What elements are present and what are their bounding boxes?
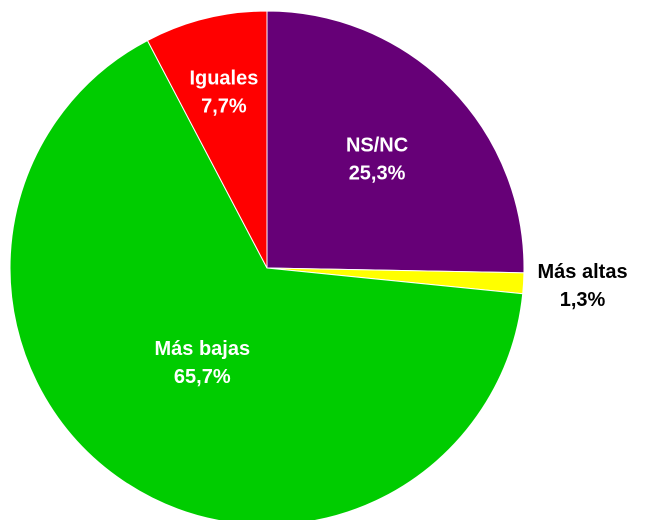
slice-label: Más bajas bbox=[154, 338, 250, 360]
pie-slice bbox=[9, 39, 524, 520]
slice-value-label: 25,3% bbox=[349, 162, 406, 184]
slice-label: Iguales bbox=[189, 68, 258, 90]
slice-label: NS/NC bbox=[346, 134, 408, 156]
slice-value-label: 65,7% bbox=[174, 366, 231, 388]
slice-value-label: 7,7% bbox=[201, 96, 247, 118]
slice-value-label: 1,3% bbox=[560, 289, 606, 311]
pie-slice bbox=[266, 10, 525, 274]
slice-label: Más altas bbox=[538, 261, 628, 283]
pie-slice bbox=[146, 10, 268, 269]
